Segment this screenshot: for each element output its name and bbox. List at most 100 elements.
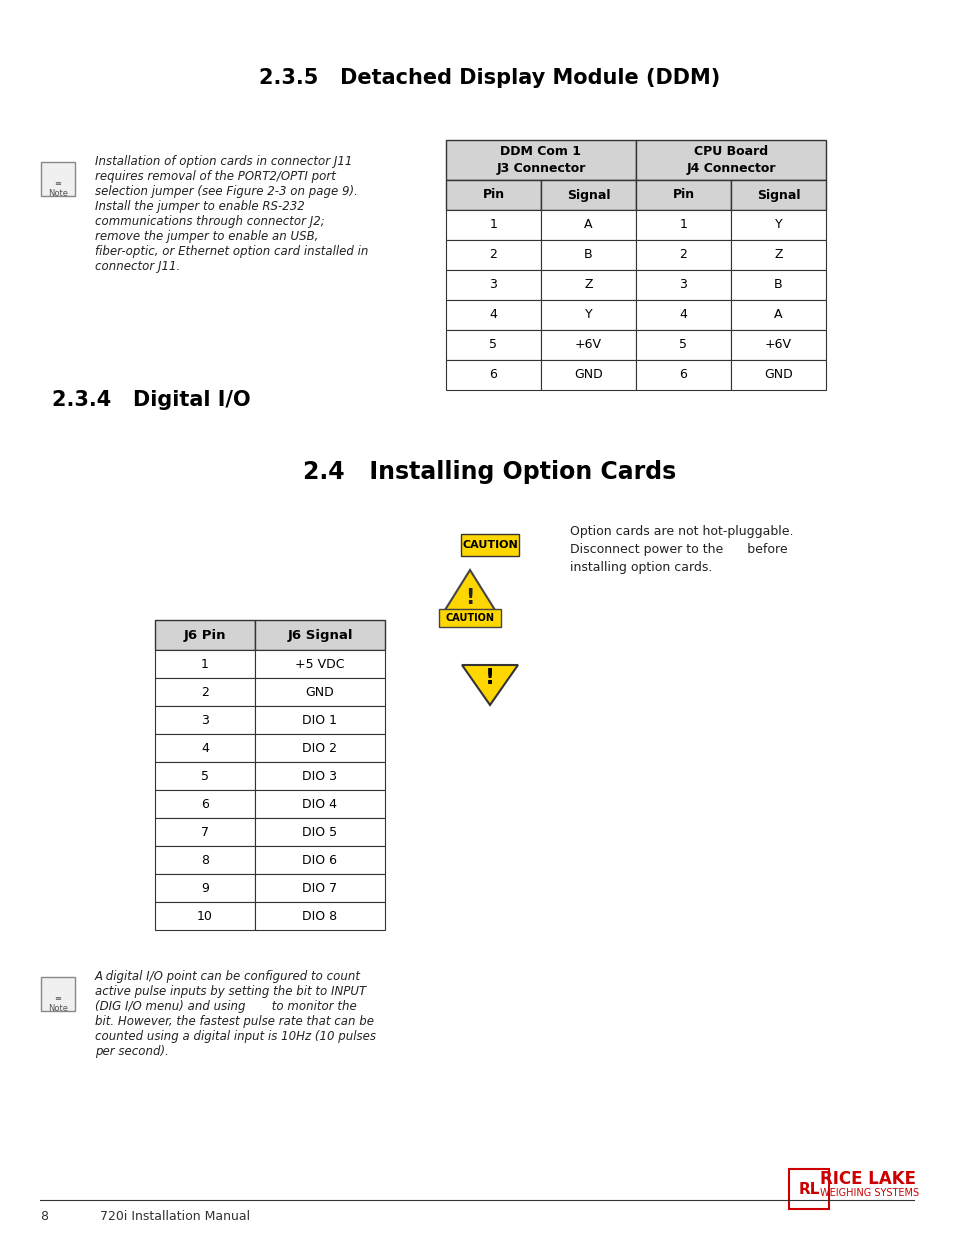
FancyBboxPatch shape xyxy=(446,180,540,210)
FancyBboxPatch shape xyxy=(636,300,730,330)
Text: 2.3.4   Digital I/O: 2.3.4 Digital I/O xyxy=(52,390,251,410)
Text: ≡
Note: ≡ Note xyxy=(48,179,68,199)
FancyBboxPatch shape xyxy=(636,270,730,300)
Text: 1: 1 xyxy=(679,219,687,231)
FancyBboxPatch shape xyxy=(154,734,254,762)
Text: 6: 6 xyxy=(489,368,497,382)
Text: CPU Board
J4 Connector: CPU Board J4 Connector xyxy=(685,144,775,175)
Text: 1: 1 xyxy=(489,219,497,231)
FancyBboxPatch shape xyxy=(154,874,254,902)
FancyBboxPatch shape xyxy=(730,270,825,300)
Text: RL: RL xyxy=(798,1182,819,1198)
Text: Z: Z xyxy=(583,279,592,291)
FancyBboxPatch shape xyxy=(446,300,540,330)
FancyBboxPatch shape xyxy=(254,846,385,874)
Text: 4: 4 xyxy=(679,309,687,321)
Text: 2: 2 xyxy=(201,685,209,699)
Text: 2.3.5   Detached Display Module (DDM): 2.3.5 Detached Display Module (DDM) xyxy=(259,68,720,88)
Text: Signal: Signal xyxy=(756,189,800,201)
Text: 2.4   Installing Option Cards: 2.4 Installing Option Cards xyxy=(303,459,676,484)
Text: 3: 3 xyxy=(201,714,209,726)
Text: +5 VDC: +5 VDC xyxy=(294,657,344,671)
FancyBboxPatch shape xyxy=(254,706,385,734)
Text: DIO 5: DIO 5 xyxy=(302,825,337,839)
Text: 8: 8 xyxy=(201,853,209,867)
Text: Z: Z xyxy=(774,248,781,262)
FancyBboxPatch shape xyxy=(254,818,385,846)
Text: A digital I/O point can be configured to count
active pulse inputs by setting th: A digital I/O point can be configured to… xyxy=(95,969,375,1058)
FancyBboxPatch shape xyxy=(730,300,825,330)
Text: 3: 3 xyxy=(489,279,497,291)
Text: +6V: +6V xyxy=(575,338,601,352)
Text: CAUTION: CAUTION xyxy=(445,613,494,622)
FancyBboxPatch shape xyxy=(41,977,75,1011)
FancyBboxPatch shape xyxy=(154,650,254,678)
Text: GND: GND xyxy=(574,368,602,382)
FancyBboxPatch shape xyxy=(154,706,254,734)
Text: GND: GND xyxy=(305,685,334,699)
FancyBboxPatch shape xyxy=(788,1170,828,1209)
FancyBboxPatch shape xyxy=(730,330,825,359)
Text: 4: 4 xyxy=(489,309,497,321)
Text: DDM Com 1
J3 Connector: DDM Com 1 J3 Connector xyxy=(496,144,585,175)
FancyBboxPatch shape xyxy=(254,902,385,930)
Text: +6V: +6V xyxy=(764,338,791,352)
Text: 5: 5 xyxy=(201,769,209,783)
FancyBboxPatch shape xyxy=(254,650,385,678)
FancyBboxPatch shape xyxy=(730,180,825,210)
FancyBboxPatch shape xyxy=(154,790,254,818)
Text: !: ! xyxy=(465,588,475,608)
FancyBboxPatch shape xyxy=(154,902,254,930)
Text: RICE LAKE: RICE LAKE xyxy=(820,1170,915,1188)
Text: DIO 2: DIO 2 xyxy=(302,741,337,755)
Text: Y: Y xyxy=(774,219,781,231)
FancyBboxPatch shape xyxy=(154,620,254,650)
Text: WEIGHING SYSTEMS: WEIGHING SYSTEMS xyxy=(820,1188,918,1198)
FancyBboxPatch shape xyxy=(254,678,385,706)
Text: 5: 5 xyxy=(489,338,497,352)
FancyBboxPatch shape xyxy=(540,180,636,210)
Text: Signal: Signal xyxy=(566,189,610,201)
FancyBboxPatch shape xyxy=(636,140,825,180)
Text: DIO 7: DIO 7 xyxy=(302,882,337,894)
FancyBboxPatch shape xyxy=(730,210,825,240)
FancyBboxPatch shape xyxy=(540,330,636,359)
Text: 6: 6 xyxy=(679,368,687,382)
Text: 2: 2 xyxy=(679,248,687,262)
Text: A: A xyxy=(774,309,781,321)
Text: 4: 4 xyxy=(201,741,209,755)
Text: 9: 9 xyxy=(201,882,209,894)
Text: B: B xyxy=(774,279,782,291)
FancyBboxPatch shape xyxy=(636,210,730,240)
FancyBboxPatch shape xyxy=(636,330,730,359)
FancyBboxPatch shape xyxy=(254,734,385,762)
Text: Pin: Pin xyxy=(482,189,504,201)
Text: J6 Pin: J6 Pin xyxy=(184,629,226,641)
FancyBboxPatch shape xyxy=(446,359,540,390)
FancyBboxPatch shape xyxy=(446,240,540,270)
FancyBboxPatch shape xyxy=(540,210,636,240)
Text: 10: 10 xyxy=(197,909,213,923)
Polygon shape xyxy=(444,571,495,610)
FancyBboxPatch shape xyxy=(446,270,540,300)
FancyBboxPatch shape xyxy=(636,240,730,270)
Text: 720i Installation Manual: 720i Installation Manual xyxy=(100,1210,250,1223)
Text: J6 Signal: J6 Signal xyxy=(287,629,353,641)
Text: 2: 2 xyxy=(489,248,497,262)
Polygon shape xyxy=(461,664,517,705)
Text: DIO 1: DIO 1 xyxy=(302,714,337,726)
Text: ≡
Note: ≡ Note xyxy=(48,994,68,1014)
FancyBboxPatch shape xyxy=(41,162,75,196)
FancyBboxPatch shape xyxy=(438,609,500,627)
FancyBboxPatch shape xyxy=(154,818,254,846)
Text: B: B xyxy=(583,248,592,262)
Text: Option cards are not hot-pluggable.
Disconnect power to the      before
installi: Option cards are not hot-pluggable. Disc… xyxy=(569,525,793,574)
FancyBboxPatch shape xyxy=(460,534,518,556)
Text: DIO 8: DIO 8 xyxy=(302,909,337,923)
Text: Y: Y xyxy=(584,309,592,321)
Text: CAUTION: CAUTION xyxy=(461,540,517,550)
Text: DIO 6: DIO 6 xyxy=(302,853,337,867)
FancyBboxPatch shape xyxy=(154,846,254,874)
FancyBboxPatch shape xyxy=(540,240,636,270)
FancyBboxPatch shape xyxy=(540,270,636,300)
